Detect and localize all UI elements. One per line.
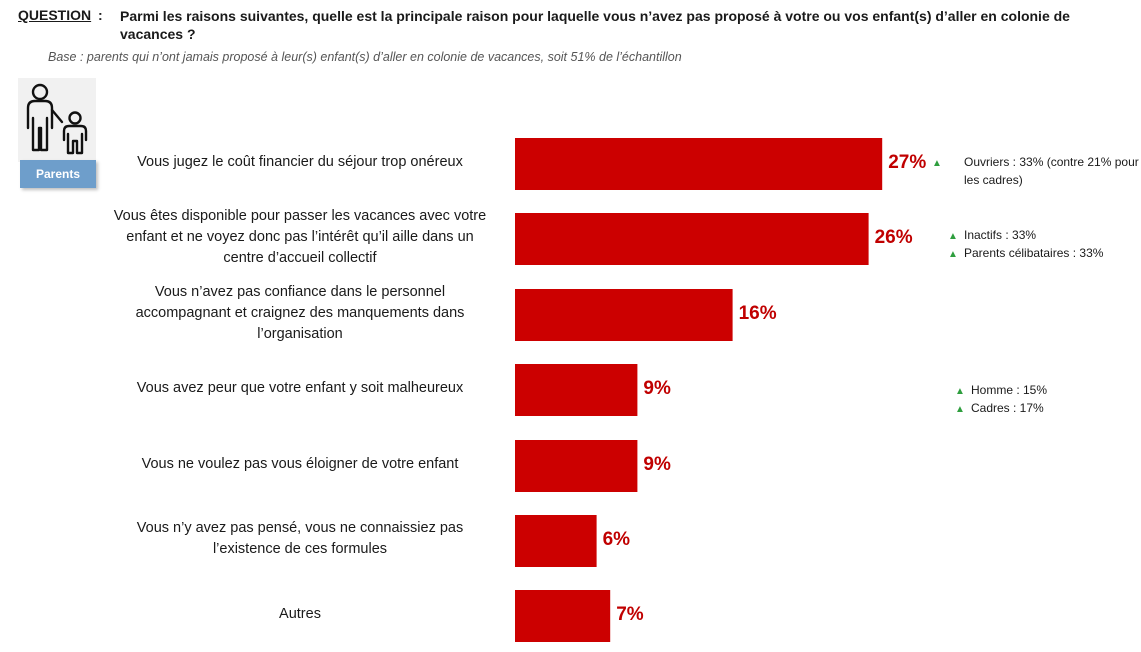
- annotation-text: Inactifs : 33%: [964, 228, 1037, 242]
- annotation-text: Parents célibataires : 33%: [964, 246, 1104, 260]
- up-triangle-icon: ▲: [948, 231, 958, 242]
- category-label: Vous êtes disponible pour passer les vac…: [113, 207, 487, 266]
- base-text: Base : parents qui n’ont jamais proposé …: [48, 50, 682, 64]
- bar: [515, 213, 869, 265]
- up-triangle-icon: ▲: [948, 249, 958, 260]
- parents-badge: Parents: [20, 160, 96, 188]
- category-label: Vous ne voulez pas vous éloigner de votr…: [141, 455, 459, 472]
- annotation-text: Homme : 15%: [971, 383, 1048, 397]
- annotation-note: ▲ Ouvriers : 33% (contre 21% pour les cad…: [932, 154, 1141, 189]
- up-triangle-icon: ▲: [932, 158, 942, 169]
- value-label: 27%: [888, 152, 927, 173]
- annotation-note: ▲ Inactifs : 33%: [948, 227, 1036, 245]
- annotation-text: Cadres : 17%: [971, 401, 1044, 415]
- category-label: Vous avez peur que votre enfant y soit m…: [136, 379, 464, 396]
- bar: [515, 590, 611, 642]
- value-label: 9%: [643, 454, 671, 475]
- bar: [515, 289, 733, 341]
- value-label: 26%: [874, 227, 913, 248]
- bar: [515, 138, 883, 190]
- annotation-text: Ouvriers : 33% (contre 21% pour les cadr…: [964, 155, 1139, 187]
- value-label: 16%: [738, 303, 777, 324]
- value-label: 9%: [643, 378, 671, 399]
- bar: [515, 440, 638, 492]
- up-triangle-icon: ▲: [955, 386, 965, 397]
- parent-child-icon: [18, 78, 96, 162]
- value-label: 7%: [616, 604, 644, 625]
- question-colon: :: [98, 7, 103, 23]
- question-label: QUESTION: [18, 7, 92, 23]
- annotation-note: ▲ Cadres : 17%: [955, 400, 1044, 418]
- category-label: Autres: [279, 605, 321, 622]
- category-label: Vous n’avez pas confiance dans le person…: [135, 283, 465, 342]
- bar: [515, 515, 597, 567]
- question-text: Parmi les raisons suivantes, quelle est …: [120, 8, 1070, 42]
- annotation-note: ▲ Parents célibataires : 33%: [948, 245, 1103, 263]
- up-triangle-icon: ▲: [955, 404, 965, 415]
- category-label: Vous n’y avez pas pensé, vous ne connais…: [136, 520, 464, 557]
- category-label: Vous jugez le coût financier du séjour t…: [137, 153, 463, 170]
- bar: [515, 364, 638, 416]
- annotation-note: ▲ Homme : 15%: [955, 382, 1047, 400]
- value-label: 6%: [602, 529, 631, 550]
